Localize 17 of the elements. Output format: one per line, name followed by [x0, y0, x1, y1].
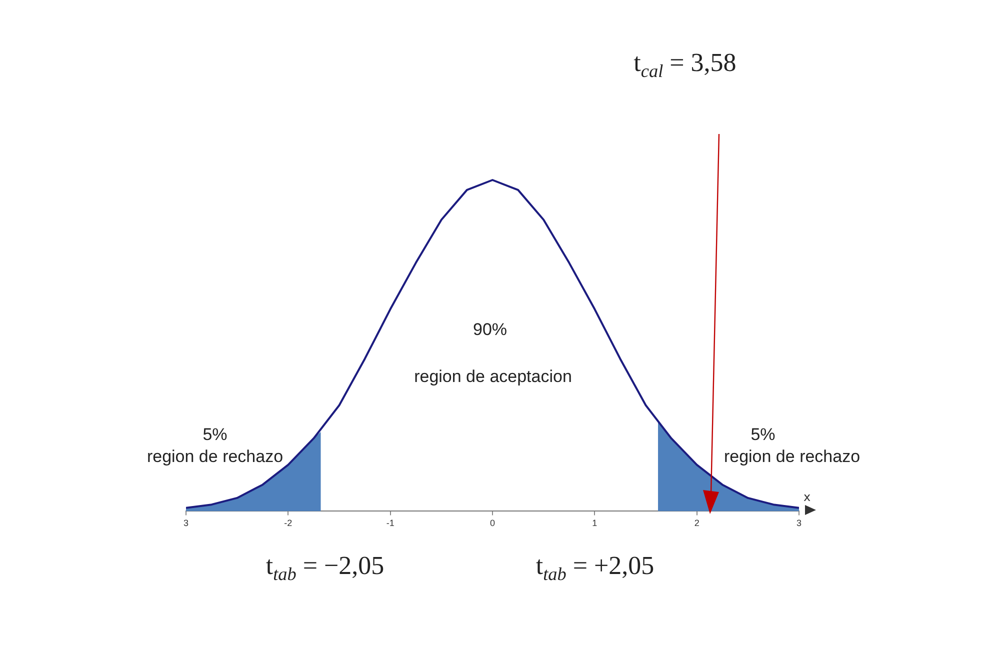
annotation: 5% — [750, 425, 776, 445]
x-axis-title: x — [803, 490, 811, 504]
x-tick-label: -2 — [284, 518, 292, 528]
text: t$_{tab}$ = +2,05 — [536, 550, 654, 586]
annotation: region de rechazo — [724, 447, 860, 467]
x-tick-label: 0 — [490, 518, 496, 528]
annotation: 90% — [472, 320, 508, 340]
annotation: 5% — [202, 425, 228, 445]
x-tick-label: 3 — [796, 518, 802, 528]
text: t$_{tab}$ = −2,05 — [266, 550, 384, 586]
x-tick-label: 1 — [592, 518, 598, 528]
x-tick-label: -1 — [386, 518, 394, 528]
annotation: region de aceptacion — [414, 367, 572, 387]
text: t$_{cal}$ = 3,58 — [634, 48, 736, 82]
x-tick-label: 2 — [694, 518, 700, 528]
x-tick-label: 3 — [183, 518, 189, 528]
annotation: region de rechazo — [146, 447, 284, 467]
